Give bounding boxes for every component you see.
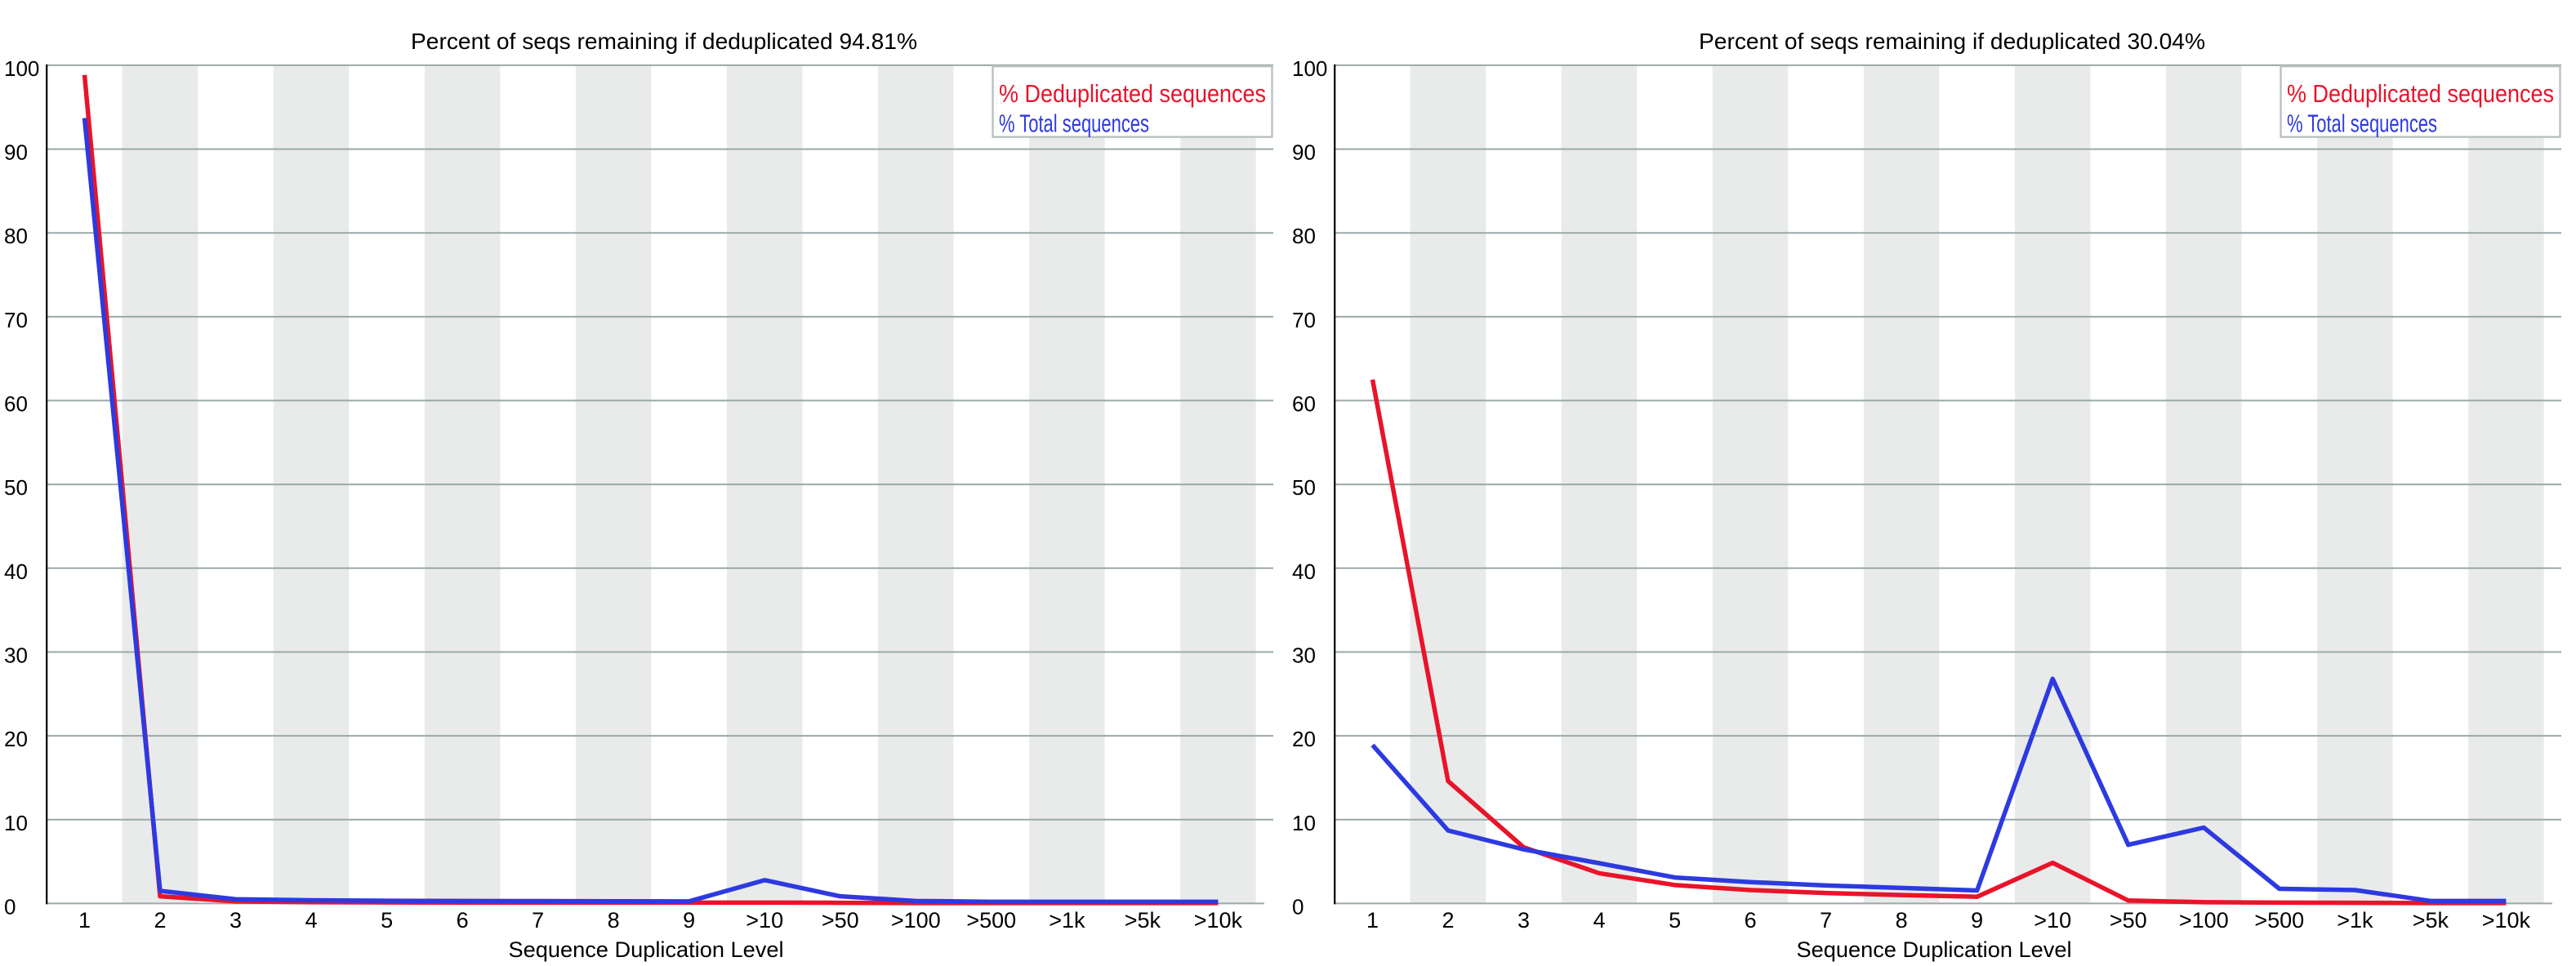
svg-text:0: 0 xyxy=(4,894,16,919)
svg-text:0: 0 xyxy=(1292,894,1304,919)
svg-text:% Deduplicated sequences: % Deduplicated sequences xyxy=(999,79,1266,108)
svg-text:% Total sequences: % Total sequences xyxy=(999,109,1149,138)
svg-text:4: 4 xyxy=(305,908,318,933)
svg-text:8: 8 xyxy=(1896,908,1908,933)
svg-text:70: 70 xyxy=(1292,308,1316,332)
svg-text:7: 7 xyxy=(1820,908,1832,933)
svg-text:5: 5 xyxy=(1669,908,1681,933)
svg-text:90: 90 xyxy=(4,140,28,165)
svg-text:6: 6 xyxy=(457,908,469,933)
svg-text:>100: >100 xyxy=(891,908,941,933)
svg-text:20: 20 xyxy=(1292,727,1316,751)
svg-text:30: 30 xyxy=(4,643,28,668)
svg-text:>10: >10 xyxy=(2034,908,2071,933)
svg-text:>50: >50 xyxy=(2110,908,2147,933)
svg-text:Percent of seqs remaining if d: Percent of seqs remaining if deduplicate… xyxy=(1699,29,2205,54)
svg-text:3: 3 xyxy=(230,908,242,933)
svg-text:Percent of seqs remaining if d: Percent of seqs remaining if deduplicate… xyxy=(411,29,917,54)
svg-text:>10: >10 xyxy=(746,908,783,933)
svg-text:20: 20 xyxy=(4,727,28,751)
svg-text:1: 1 xyxy=(1366,908,1379,933)
svg-text:10: 10 xyxy=(1292,811,1316,835)
svg-text:% Deduplicated sequences: % Deduplicated sequences xyxy=(2287,79,2554,108)
svg-text:2: 2 xyxy=(1442,908,1454,933)
svg-text:50: 50 xyxy=(4,475,28,500)
svg-text:2: 2 xyxy=(154,908,166,933)
svg-text:80: 80 xyxy=(1292,224,1316,248)
svg-text:>50: >50 xyxy=(822,908,859,933)
svg-text:100: 100 xyxy=(1292,56,1327,81)
svg-text:90: 90 xyxy=(1292,140,1316,165)
svg-text:100: 100 xyxy=(4,56,39,81)
svg-text:1: 1 xyxy=(78,908,91,933)
svg-text:>500: >500 xyxy=(966,908,1016,933)
svg-text:50: 50 xyxy=(1292,475,1316,500)
svg-text:Sequence Duplication Level: Sequence Duplication Level xyxy=(1797,937,2072,962)
svg-text:9: 9 xyxy=(683,908,695,933)
svg-text:>1k: >1k xyxy=(1049,908,1085,933)
svg-text:60: 60 xyxy=(1292,392,1316,416)
svg-text:Sequence Duplication Level: Sequence Duplication Level xyxy=(509,937,784,962)
svg-text:5: 5 xyxy=(381,908,393,933)
svg-text:>500: >500 xyxy=(2254,908,2304,933)
svg-text:60: 60 xyxy=(4,392,28,416)
svg-text:40: 40 xyxy=(1292,559,1316,584)
svg-text:% Total sequences: % Total sequences xyxy=(2287,109,2437,138)
svg-text:6: 6 xyxy=(1745,908,1757,933)
svg-text:30: 30 xyxy=(1292,643,1316,668)
svg-text:40: 40 xyxy=(4,559,28,584)
svg-text:70: 70 xyxy=(4,308,28,332)
svg-text:7: 7 xyxy=(532,908,544,933)
svg-text:8: 8 xyxy=(608,908,620,933)
svg-text:>100: >100 xyxy=(2179,908,2229,933)
svg-text:>10k: >10k xyxy=(2482,908,2531,933)
svg-text:>10k: >10k xyxy=(1194,908,1243,933)
svg-text:9: 9 xyxy=(1971,908,1983,933)
svg-text:4: 4 xyxy=(1593,908,1606,933)
svg-text:>5k: >5k xyxy=(2413,908,2449,933)
svg-text:80: 80 xyxy=(4,224,28,248)
svg-text:>1k: >1k xyxy=(2337,908,2373,933)
svg-text:>5k: >5k xyxy=(1125,908,1161,933)
svg-text:10: 10 xyxy=(4,811,28,835)
svg-text:3: 3 xyxy=(1518,908,1530,933)
